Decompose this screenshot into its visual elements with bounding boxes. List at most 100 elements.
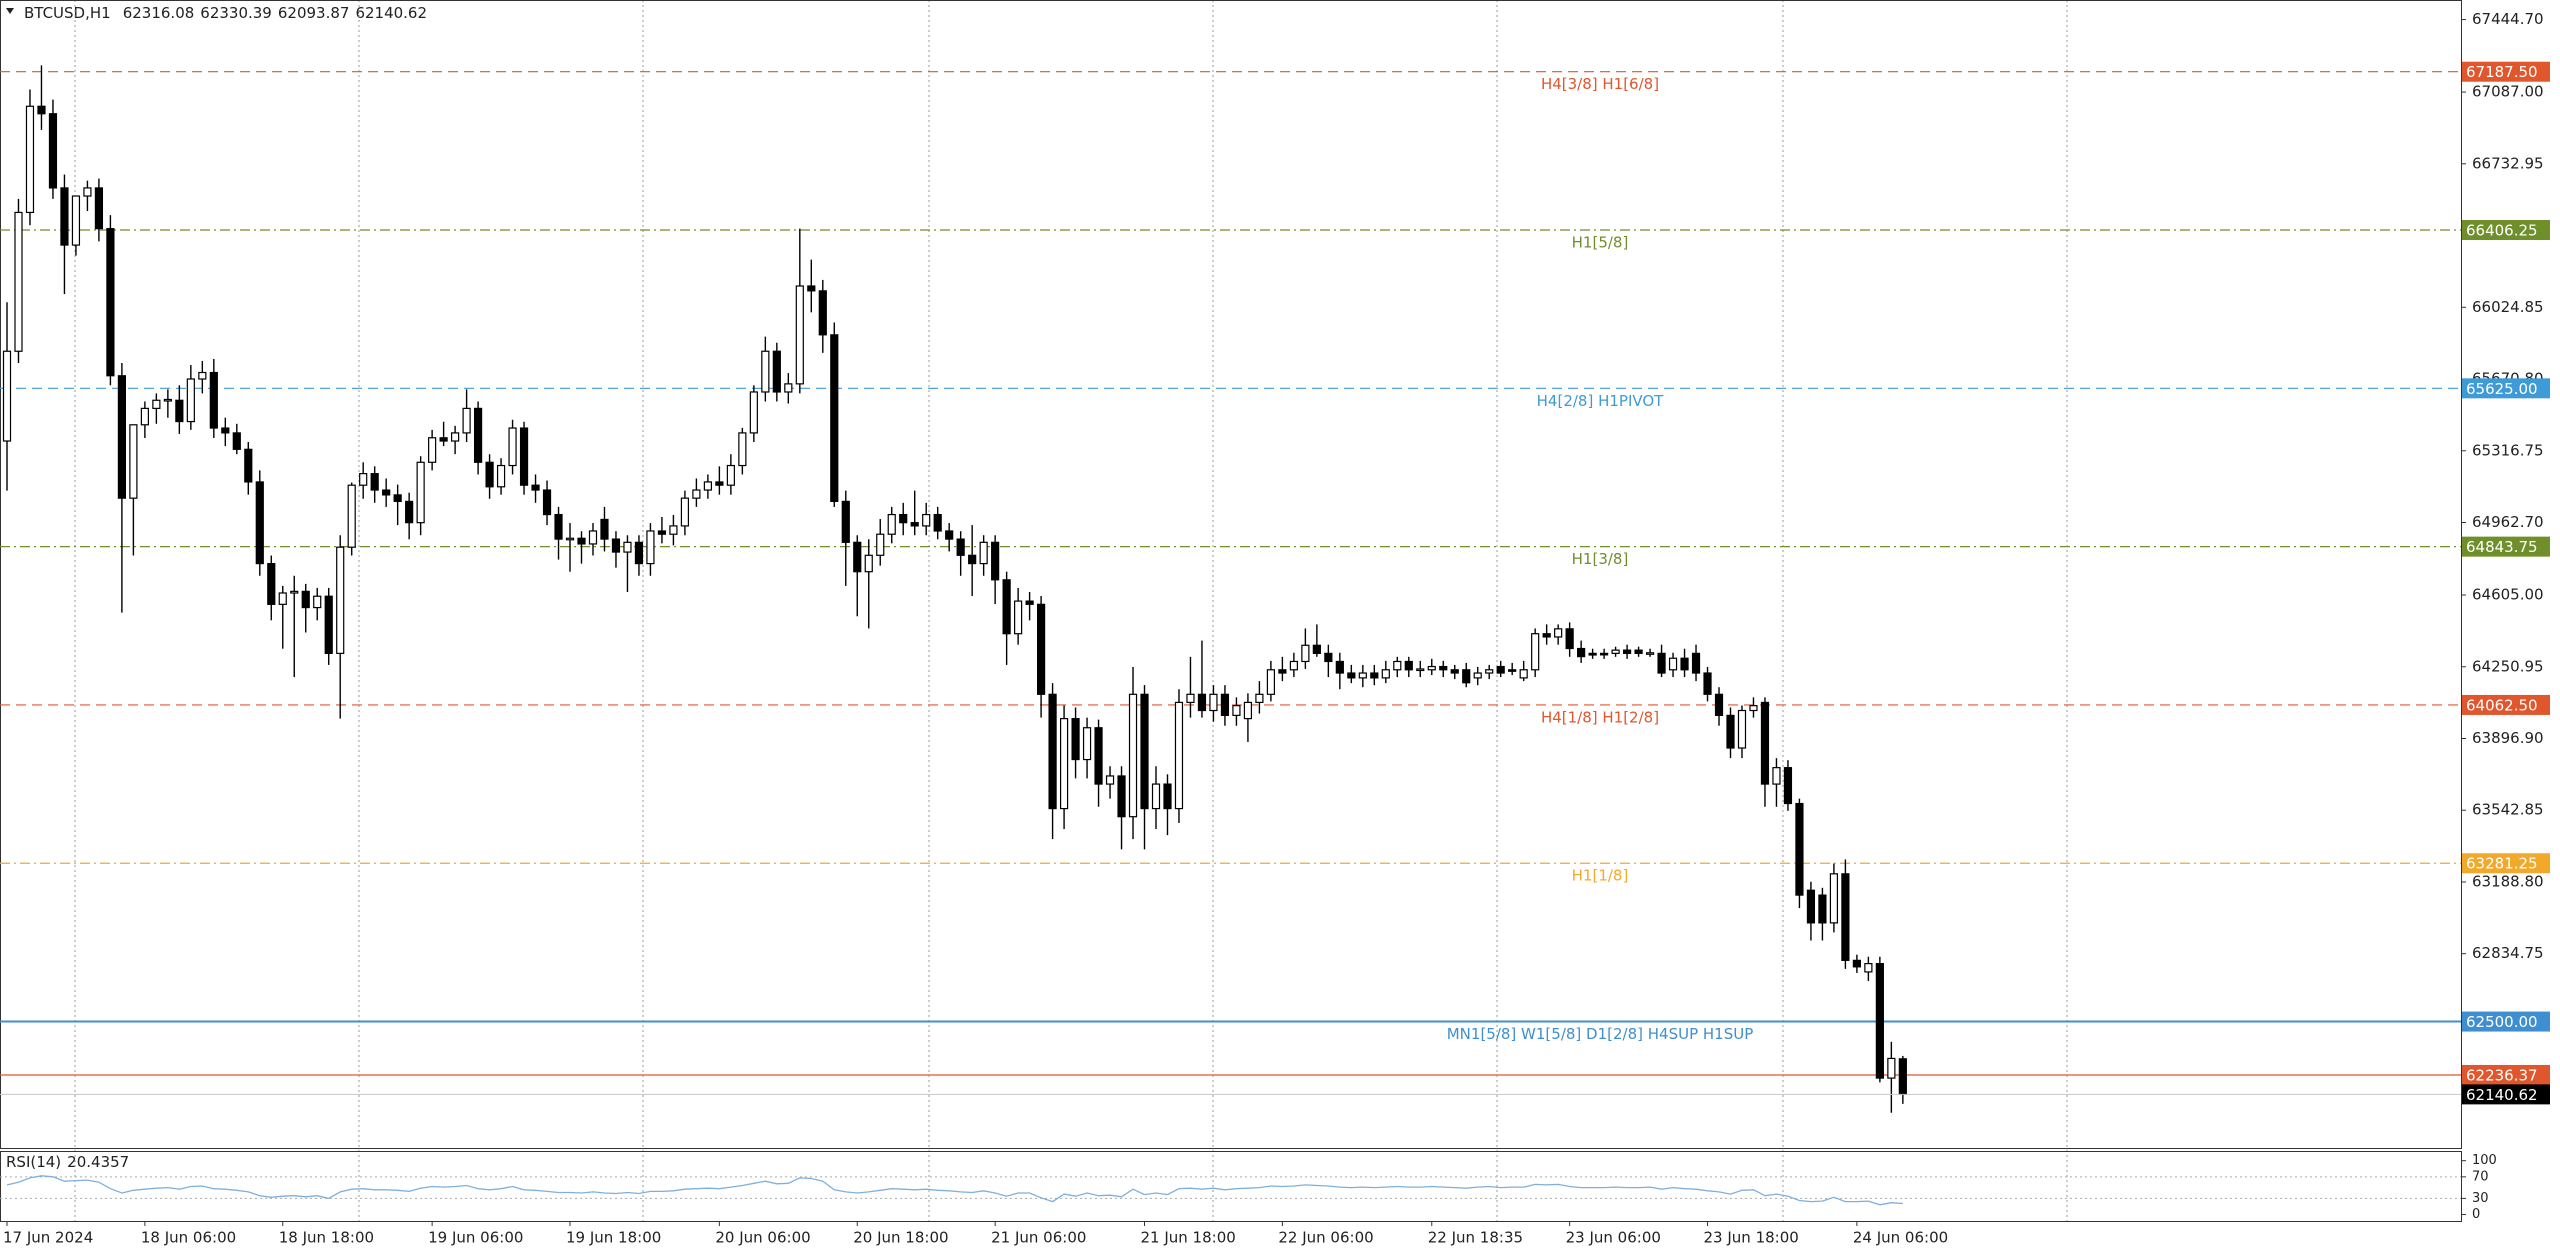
bull-candle-body [462, 407, 471, 434]
bear-candle-body [60, 187, 69, 246]
x-tick-label: 19 Jun 06:00 [428, 1229, 523, 1247]
menu-triangle[interactable] [6, 8, 14, 14]
bull-candle-body [313, 595, 322, 609]
bear-candle-body [1760, 701, 1770, 785]
bear-candle-body [1875, 963, 1884, 1079]
bull-candle-body [71, 195, 81, 246]
bear-candle-body [1370, 672, 1379, 679]
bull-candle-body [1232, 705, 1241, 716]
x-tick-label: 22 Jun 06:00 [1278, 1229, 1373, 1247]
bear-candle-body [830, 334, 839, 502]
bear-candle-body [1542, 633, 1551, 638]
bear-candle-body [1841, 873, 1850, 961]
level-price-label: 63281.25 [2466, 855, 2538, 873]
bull-candle-body [1014, 600, 1023, 635]
bear-candle-body [807, 285, 816, 292]
close-value: 62140.62 [355, 4, 427, 22]
bull-candle-body [1611, 649, 1620, 654]
bear-candle-body [1094, 727, 1103, 785]
y-tick-label: 66024.85 [2472, 298, 2544, 316]
bull-candle-body [1427, 665, 1436, 671]
bull-candle-body [163, 398, 172, 402]
chart-header: BTCUSD,H1 62316.08 62330.39 62093.87 62140.6… [24, 4, 427, 22]
x-tick-label: 19 Jun 18:00 [566, 1229, 661, 1247]
bull-candle-body [1255, 693, 1264, 704]
bear-candle-body [1577, 647, 1586, 658]
bull-candle-body [738, 432, 747, 467]
bull-candle-body [703, 481, 712, 491]
bull-candle-body [290, 590, 299, 594]
bull-candle-body [336, 546, 345, 654]
bear-candle-body [1002, 579, 1011, 635]
bear-candle-body [232, 432, 241, 450]
bull-candle-body [1749, 705, 1758, 712]
bull-candle-body [922, 513, 931, 527]
bear-candle-body [1795, 802, 1804, 896]
bull-candle-body [1358, 672, 1367, 679]
bull-candle-body [1473, 672, 1482, 679]
bull-candle-body [1772, 767, 1781, 785]
bear-candle-body [1691, 652, 1701, 674]
level-price-box [2462, 61, 2550, 82]
x-tick-label: 20 Jun 18:00 [853, 1229, 948, 1247]
level-text: H1[5/8] [1572, 234, 1629, 252]
bull-candle-body [795, 285, 804, 385]
bear-candle-body [382, 489, 391, 496]
rsi-value: 20.4357 [67, 1153, 129, 1171]
bull-candle-body [1059, 718, 1069, 810]
x-tick-label: 18 Jun 18:00 [279, 1229, 374, 1247]
y-tick-label: 67087.00 [2472, 83, 2544, 101]
bear-candle-body [37, 105, 46, 115]
bull-candle-body [876, 533, 885, 556]
bear-candle-body [657, 530, 667, 535]
bull-candle-body [692, 489, 701, 499]
level-price-label: 66406.25 [2466, 222, 2538, 240]
level-price-box [2462, 694, 2550, 715]
y-tick-label: 64962.70 [2472, 513, 2544, 531]
bear-candle-body [542, 489, 552, 516]
level-price-label: 64843.75 [2466, 538, 2538, 556]
level-price-box [2462, 1064, 2550, 1085]
bull-candle-body [680, 497, 690, 527]
bear-candle-body [519, 427, 529, 486]
level-price-label: 64062.50 [2466, 696, 2538, 714]
bull-candle-body [1209, 693, 1218, 712]
bear-candle-body [772, 350, 781, 393]
level-text: H4[2/8] H1PIVOT [1537, 392, 1665, 410]
bull-candle-body [347, 484, 356, 548]
bull-candle-body [1393, 660, 1402, 671]
bull-candle-body [1485, 669, 1494, 674]
y-tick-label: 66732.95 [2472, 154, 2544, 172]
bull-candle-body [1554, 628, 1563, 638]
bear-candle-body [1806, 889, 1816, 924]
x-tick-label: 23 Jun 18:00 [1704, 1229, 1799, 1247]
bear-candle-body [841, 500, 850, 543]
bull-candle-body [669, 525, 678, 535]
level-text: H1[3/8] [1572, 550, 1629, 568]
bear-candle-body [221, 427, 230, 434]
bull-candle-body [784, 383, 793, 393]
bear-candle-body [1657, 652, 1666, 674]
chart-title: BTCUSD,H1 [24, 4, 111, 22]
bear-candle-body [1714, 693, 1724, 716]
bear-candle-body [106, 228, 115, 377]
bear-candle-body [1462, 669, 1471, 684]
bear-candle-body [1634, 649, 1643, 654]
rsi-tick-label: 70 [2472, 1169, 2489, 1184]
bull-candle-body [140, 407, 149, 426]
bear-candle-body [634, 541, 644, 565]
bear-candle-body [577, 537, 586, 545]
bear-candle-body [485, 461, 494, 488]
bull-candle-body [887, 513, 896, 535]
bull-candle-body [726, 464, 735, 486]
level-text: H4[1/8] H1[2/8] [1541, 708, 1659, 726]
bear-candle-body [255, 481, 264, 565]
rsi-label: RSI(14) [6, 1153, 61, 1171]
level-price-box [2462, 853, 2550, 874]
bear-candle-body [956, 538, 965, 556]
rsi-tick-label: 100 [2472, 1153, 2497, 1168]
bear-candle-body [1324, 652, 1333, 663]
bull-candle-body [428, 437, 437, 463]
bull-candle-body [14, 211, 23, 352]
